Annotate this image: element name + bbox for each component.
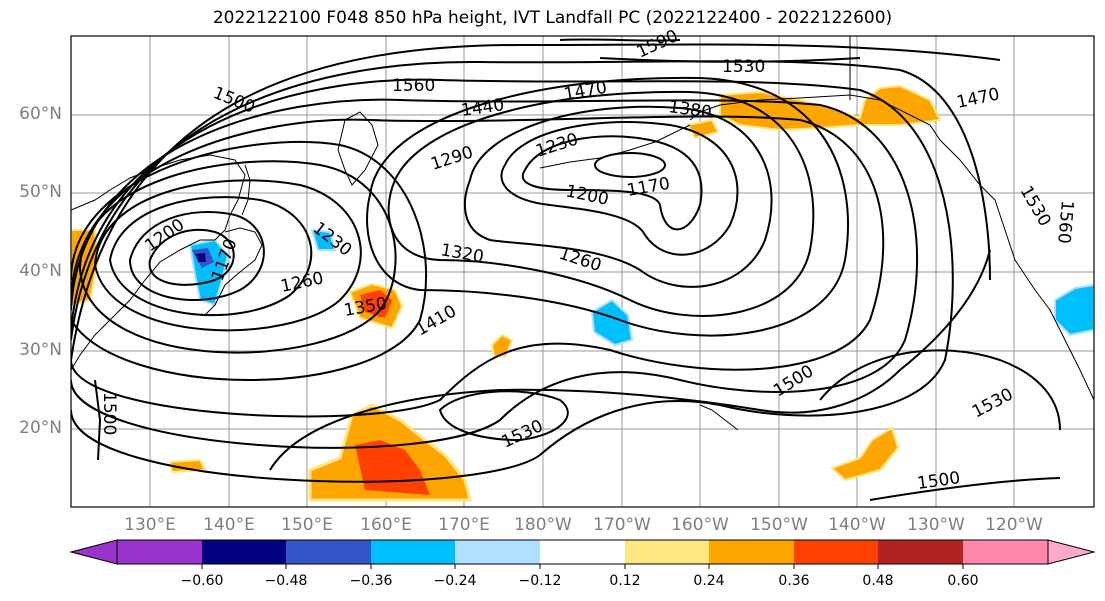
contour-1500-southeast: [869, 477, 1061, 501]
ivt-positive-region: [830, 426, 900, 482]
colorbar-segment: [625, 540, 709, 564]
contour-label: 1500: [99, 392, 119, 435]
contour-low-west-1: [148, 228, 235, 286]
colorbar-segment: [117, 540, 202, 564]
lon-label: 170°W: [593, 515, 651, 535]
contour-1440: [71, 78, 954, 483]
colorbar-tick-label: 0.36: [778, 573, 810, 589]
contour-1290: [387, 90, 815, 317]
map-frame: [70, 35, 1095, 508]
contour-1200-low-east: [521, 135, 703, 231]
ivt-positive-region: [490, 333, 514, 357]
height-contours: [71, 38, 1061, 501]
lon-label: 170°E: [438, 515, 490, 535]
colorbar-tick-label: −0.48: [264, 573, 308, 589]
colorbar-segment: [286, 540, 371, 564]
lon-label: 160°E: [360, 515, 412, 535]
lon-label: 120°W: [985, 515, 1043, 535]
contour-1530-south: [438, 390, 569, 442]
contour-west-outer: [78, 160, 397, 354]
colorbar-segment: [878, 540, 963, 564]
lat-label: 60°N: [19, 104, 62, 124]
contour-1530-east: [819, 349, 1061, 431]
contour-1530-north: [599, 57, 861, 63]
colorbar-segment: [371, 540, 455, 564]
contour-label: 1560: [1053, 200, 1077, 245]
colorbar-tick-label: −0.36: [349, 573, 393, 589]
lon-label: 140°E: [203, 515, 255, 535]
colorbar-tick-label: 0.24: [693, 573, 725, 589]
ivt-positive-region: [686, 118, 720, 140]
colorbar-frame: [116, 539, 1049, 565]
lon-label: 160°W: [671, 515, 729, 535]
contour-1320: [366, 76, 849, 337]
lon-label: 130°W: [907, 515, 965, 535]
lat-label: 40°N: [19, 261, 62, 281]
contour-1260-low-east: [463, 105, 773, 288]
lon-label: 180°W: [514, 515, 572, 535]
colorbar-segment: [794, 540, 878, 564]
colorbar-tick-marks: [201, 564, 964, 569]
contour-1260-west: [93, 179, 362, 332]
colorbar-tick-label: 0.60: [947, 573, 979, 589]
colorbar-segment: [709, 540, 794, 564]
north-america-coast: [994, 199, 1094, 401]
contour-1500-south: [269, 249, 991, 471]
kamchatka-coast: [337, 111, 379, 186]
lat-label: 30°N: [19, 340, 62, 360]
colorbar-extend-max: [1047, 539, 1096, 565]
colorbar-tick-label: −0.60: [180, 573, 224, 589]
colorbar-segment: [202, 540, 286, 564]
contour-1170-low-east: [594, 152, 666, 178]
contour-1230-low-east: [500, 120, 739, 256]
ivt-strong-region: [360, 290, 392, 318]
colorbar-segment: [455, 540, 540, 564]
lon-label: 140°W: [828, 515, 886, 535]
contour-1500: [71, 43, 1001, 361]
lon-label: 130°E: [124, 515, 176, 535]
contour-label: 1560: [392, 76, 435, 96]
contour-label: 1530: [722, 57, 765, 77]
colorbar-tick-label: 0.48: [862, 573, 894, 589]
colorbar-segment: [963, 540, 1048, 564]
lon-label: 150°E: [281, 515, 333, 535]
colorbar-extend-min: [69, 539, 118, 565]
contour-1590-north: [559, 38, 681, 42]
colorbar-tick-label: 0.12: [609, 573, 641, 589]
ivt-negative-region: [590, 298, 634, 347]
map-title: 2022122100 F048 850 hPa height, IVT Land…: [212, 8, 893, 28]
colorbar-tick-label: −0.12: [518, 573, 562, 589]
contour-low-west-3: [108, 196, 313, 317]
ivt-negative-region: [310, 228, 337, 251]
contour-1350: [71, 141, 428, 381]
contour-1500-far-west: [94, 379, 102, 461]
lon-label: 150°W: [750, 515, 808, 535]
colorbar-tick-label: −0.24: [433, 573, 477, 589]
sakhalin-coast: [241, 164, 251, 216]
contour-1380: [71, 115, 885, 418]
lat-label: 20°N: [19, 418, 62, 438]
ivt-positive-region: [168, 458, 207, 474]
colorbar-segment: [540, 540, 625, 564]
ivt-max-negative-region: [195, 253, 206, 262]
contour-low-west-2: [128, 211, 265, 301]
lat-label: 50°N: [19, 182, 62, 202]
hawaii-coast: [699, 404, 739, 431]
contour-1470: [71, 60, 991, 341]
